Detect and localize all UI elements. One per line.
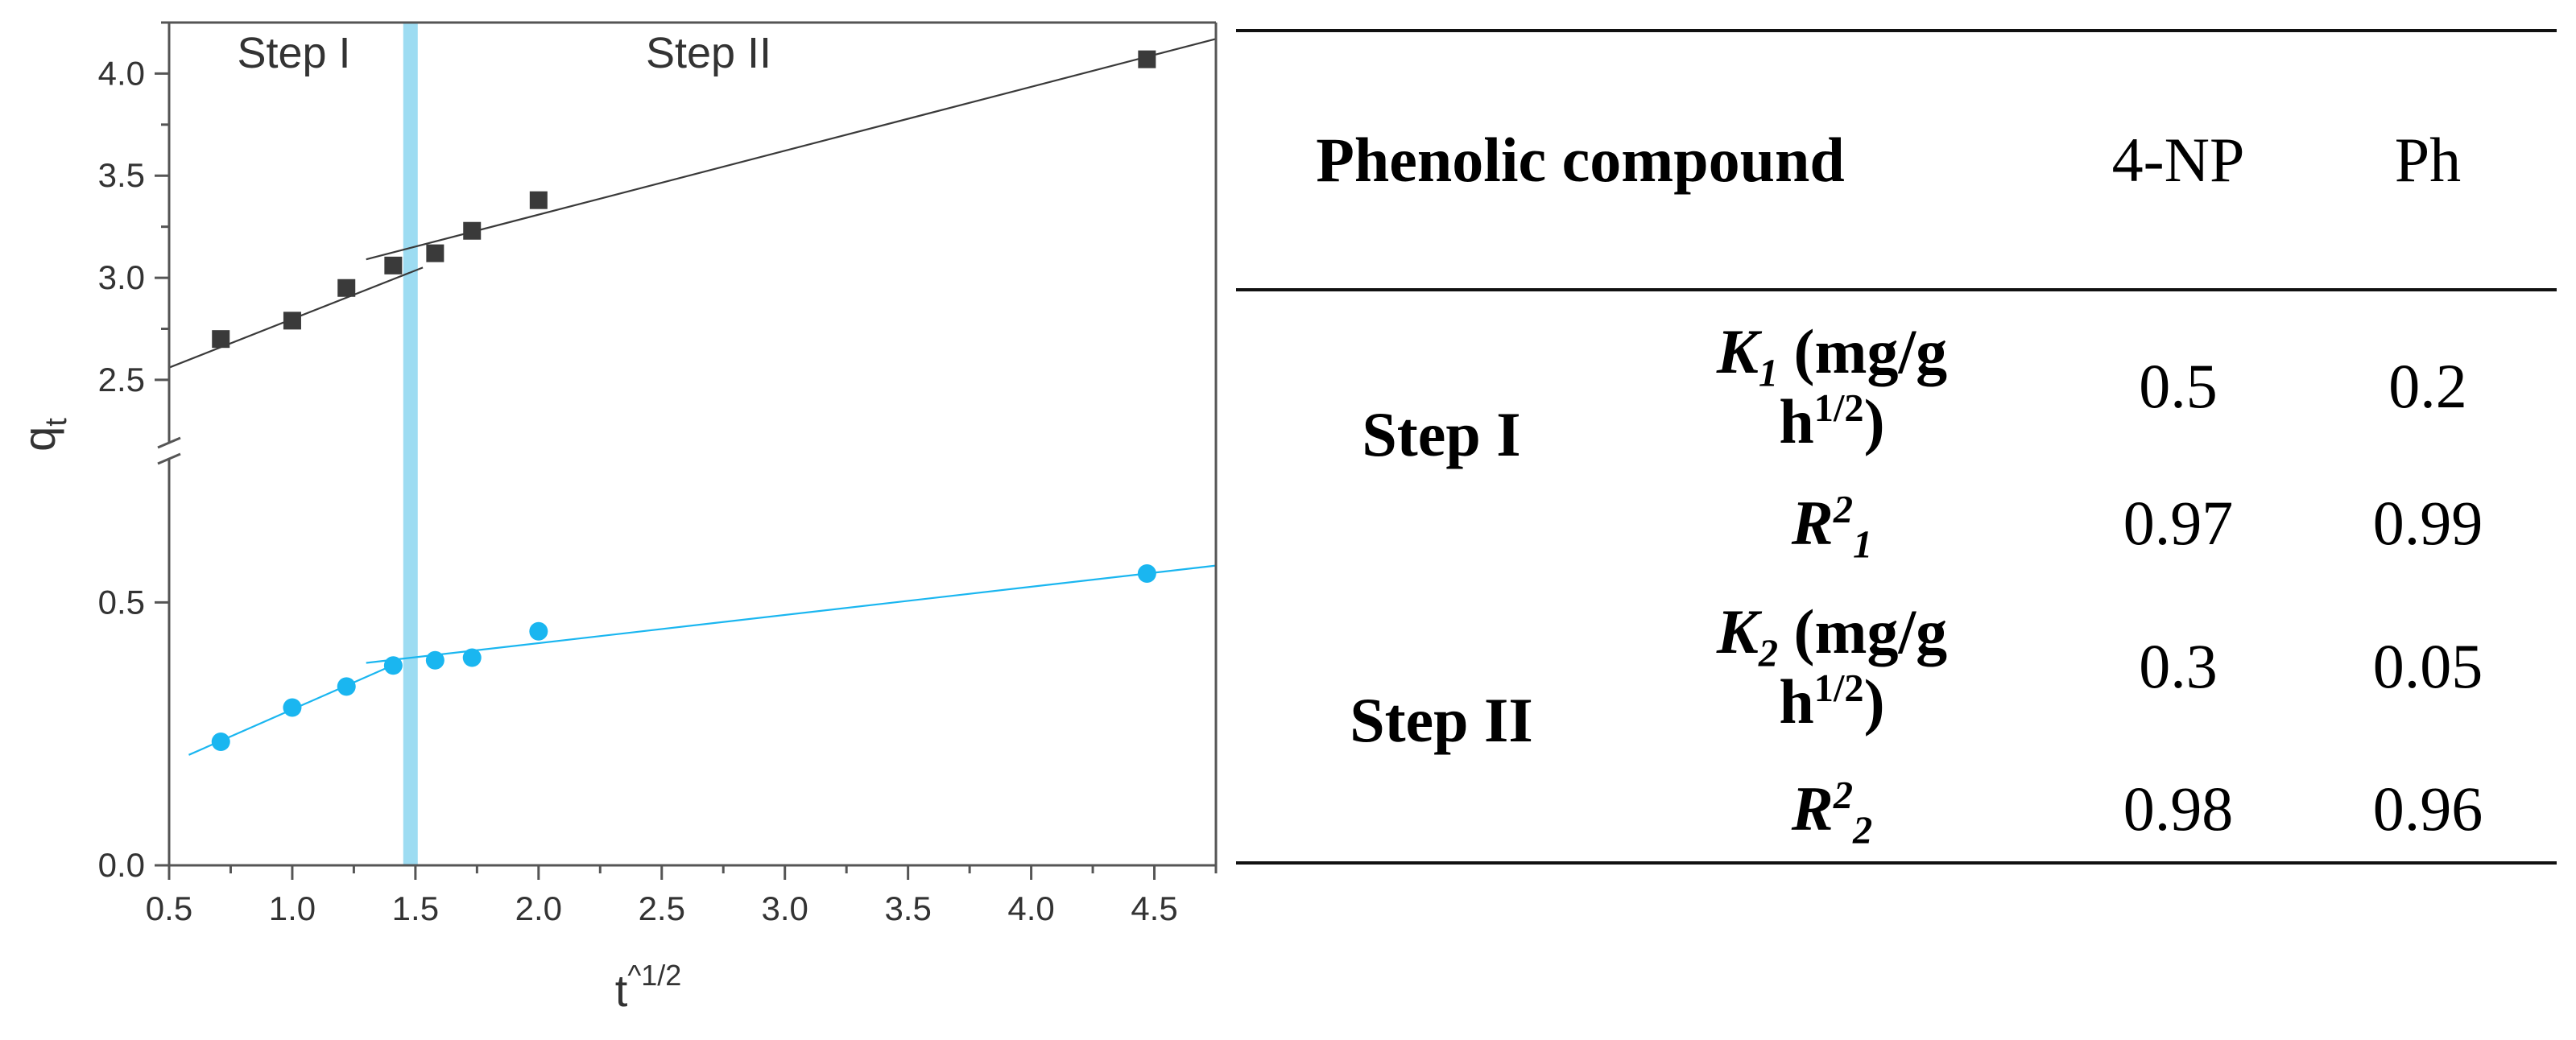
axis-break-mark — [157, 436, 181, 449]
header-phenolic-compound: Phenolic compound — [1316, 125, 1845, 196]
fit-line-series-0-1 — [366, 38, 1217, 261]
x-tick-label: 0.5 — [146, 889, 192, 927]
data-point-square — [426, 244, 444, 262]
step-2-r-4np: 0.98 — [2123, 774, 2234, 844]
axis-break-mark — [157, 452, 181, 465]
x-tick-label: 4.5 — [1131, 889, 1177, 927]
table-bottom-rule — [1236, 861, 2557, 865]
table-top-rule — [1236, 29, 2557, 32]
y-tick-label: 0.5 — [98, 583, 145, 621]
data-point-square — [1138, 50, 1156, 68]
data-point-square — [384, 256, 403, 274]
step-1-k-symbol: K1 (mg/g h1/2) — [1716, 316, 1948, 456]
region-label-step-1: Step I — [237, 29, 350, 77]
y-tick-label: 3.0 — [98, 258, 145, 296]
x-tick-label: 1.5 — [392, 889, 439, 927]
x-tick-label: 4.0 — [1007, 889, 1054, 927]
data-point-square — [529, 191, 548, 209]
step-2-label: Step II — [1350, 685, 1533, 756]
data-point-circle — [529, 621, 548, 641]
y-axis-label: qt — [14, 418, 73, 452]
data-point-circle — [383, 656, 403, 675]
data-point-circle — [283, 698, 302, 717]
data-point-circle — [1137, 563, 1156, 583]
data-point-square — [337, 279, 356, 297]
step-1-k-ph: 0.2 — [2388, 351, 2467, 422]
step-1-r-ph: 0.99 — [2372, 488, 2483, 559]
x-tick-label: 2.5 — [639, 889, 685, 927]
data-point-square — [463, 221, 482, 240]
data-point-square — [212, 330, 230, 349]
step-2-k-4np: 0.3 — [2139, 631, 2218, 702]
data-point-circle — [425, 650, 444, 670]
step-2-k-symbol: K2 (mg/g h1/2) — [1716, 596, 1948, 737]
x-axis-label: t^1/2 — [615, 959, 682, 1016]
step-2-r-symbol: R22 — [1791, 774, 1873, 852]
step-divider-band — [403, 23, 418, 865]
kinetic-parameters-table: Phenolic compound 4-NP Ph Step I K1 (mg/… — [1236, 0, 2557, 1040]
region-label-step-2: Step II — [646, 29, 771, 77]
x-tick-label: 2.0 — [515, 889, 562, 927]
step-1-k-4np: 0.5 — [2139, 351, 2218, 422]
data-point-square — [283, 312, 301, 330]
data-point-circle — [211, 732, 230, 751]
step-2-k-ph: 0.05 — [2372, 631, 2483, 702]
y-tick-label: 4.0 — [98, 54, 145, 92]
y-tick-label: 3.5 — [98, 156, 145, 194]
step-1-r-symbol: R21 — [1791, 488, 1873, 567]
x-tick-label: 1.0 — [269, 889, 316, 927]
fit-line-series-1-1 — [366, 564, 1217, 664]
header-ph: Ph — [2394, 125, 2462, 196]
header-4np: 4-NP — [2111, 125, 2245, 196]
data-point-circle — [337, 677, 356, 696]
kinetics-chart: 0.5 1.0 1.5 2.0 2.5 3.0 3.5 4.0 4.5 2.5 3.0 3.5 4.0 0… — [14, 21, 1218, 1016]
data-point-circle — [462, 648, 482, 667]
table-header-rule — [1236, 288, 2557, 291]
x-tick-label: 3.5 — [884, 889, 931, 927]
x-tick-label: 3.0 — [762, 889, 808, 927]
y-tick-label: 2.5 — [98, 361, 145, 398]
step-1-label: Step I — [1362, 399, 1521, 470]
step-1-r-4np: 0.97 — [2123, 488, 2234, 559]
y-tick-label: 0.0 — [98, 846, 145, 884]
step-2-r-ph: 0.96 — [2372, 774, 2483, 844]
